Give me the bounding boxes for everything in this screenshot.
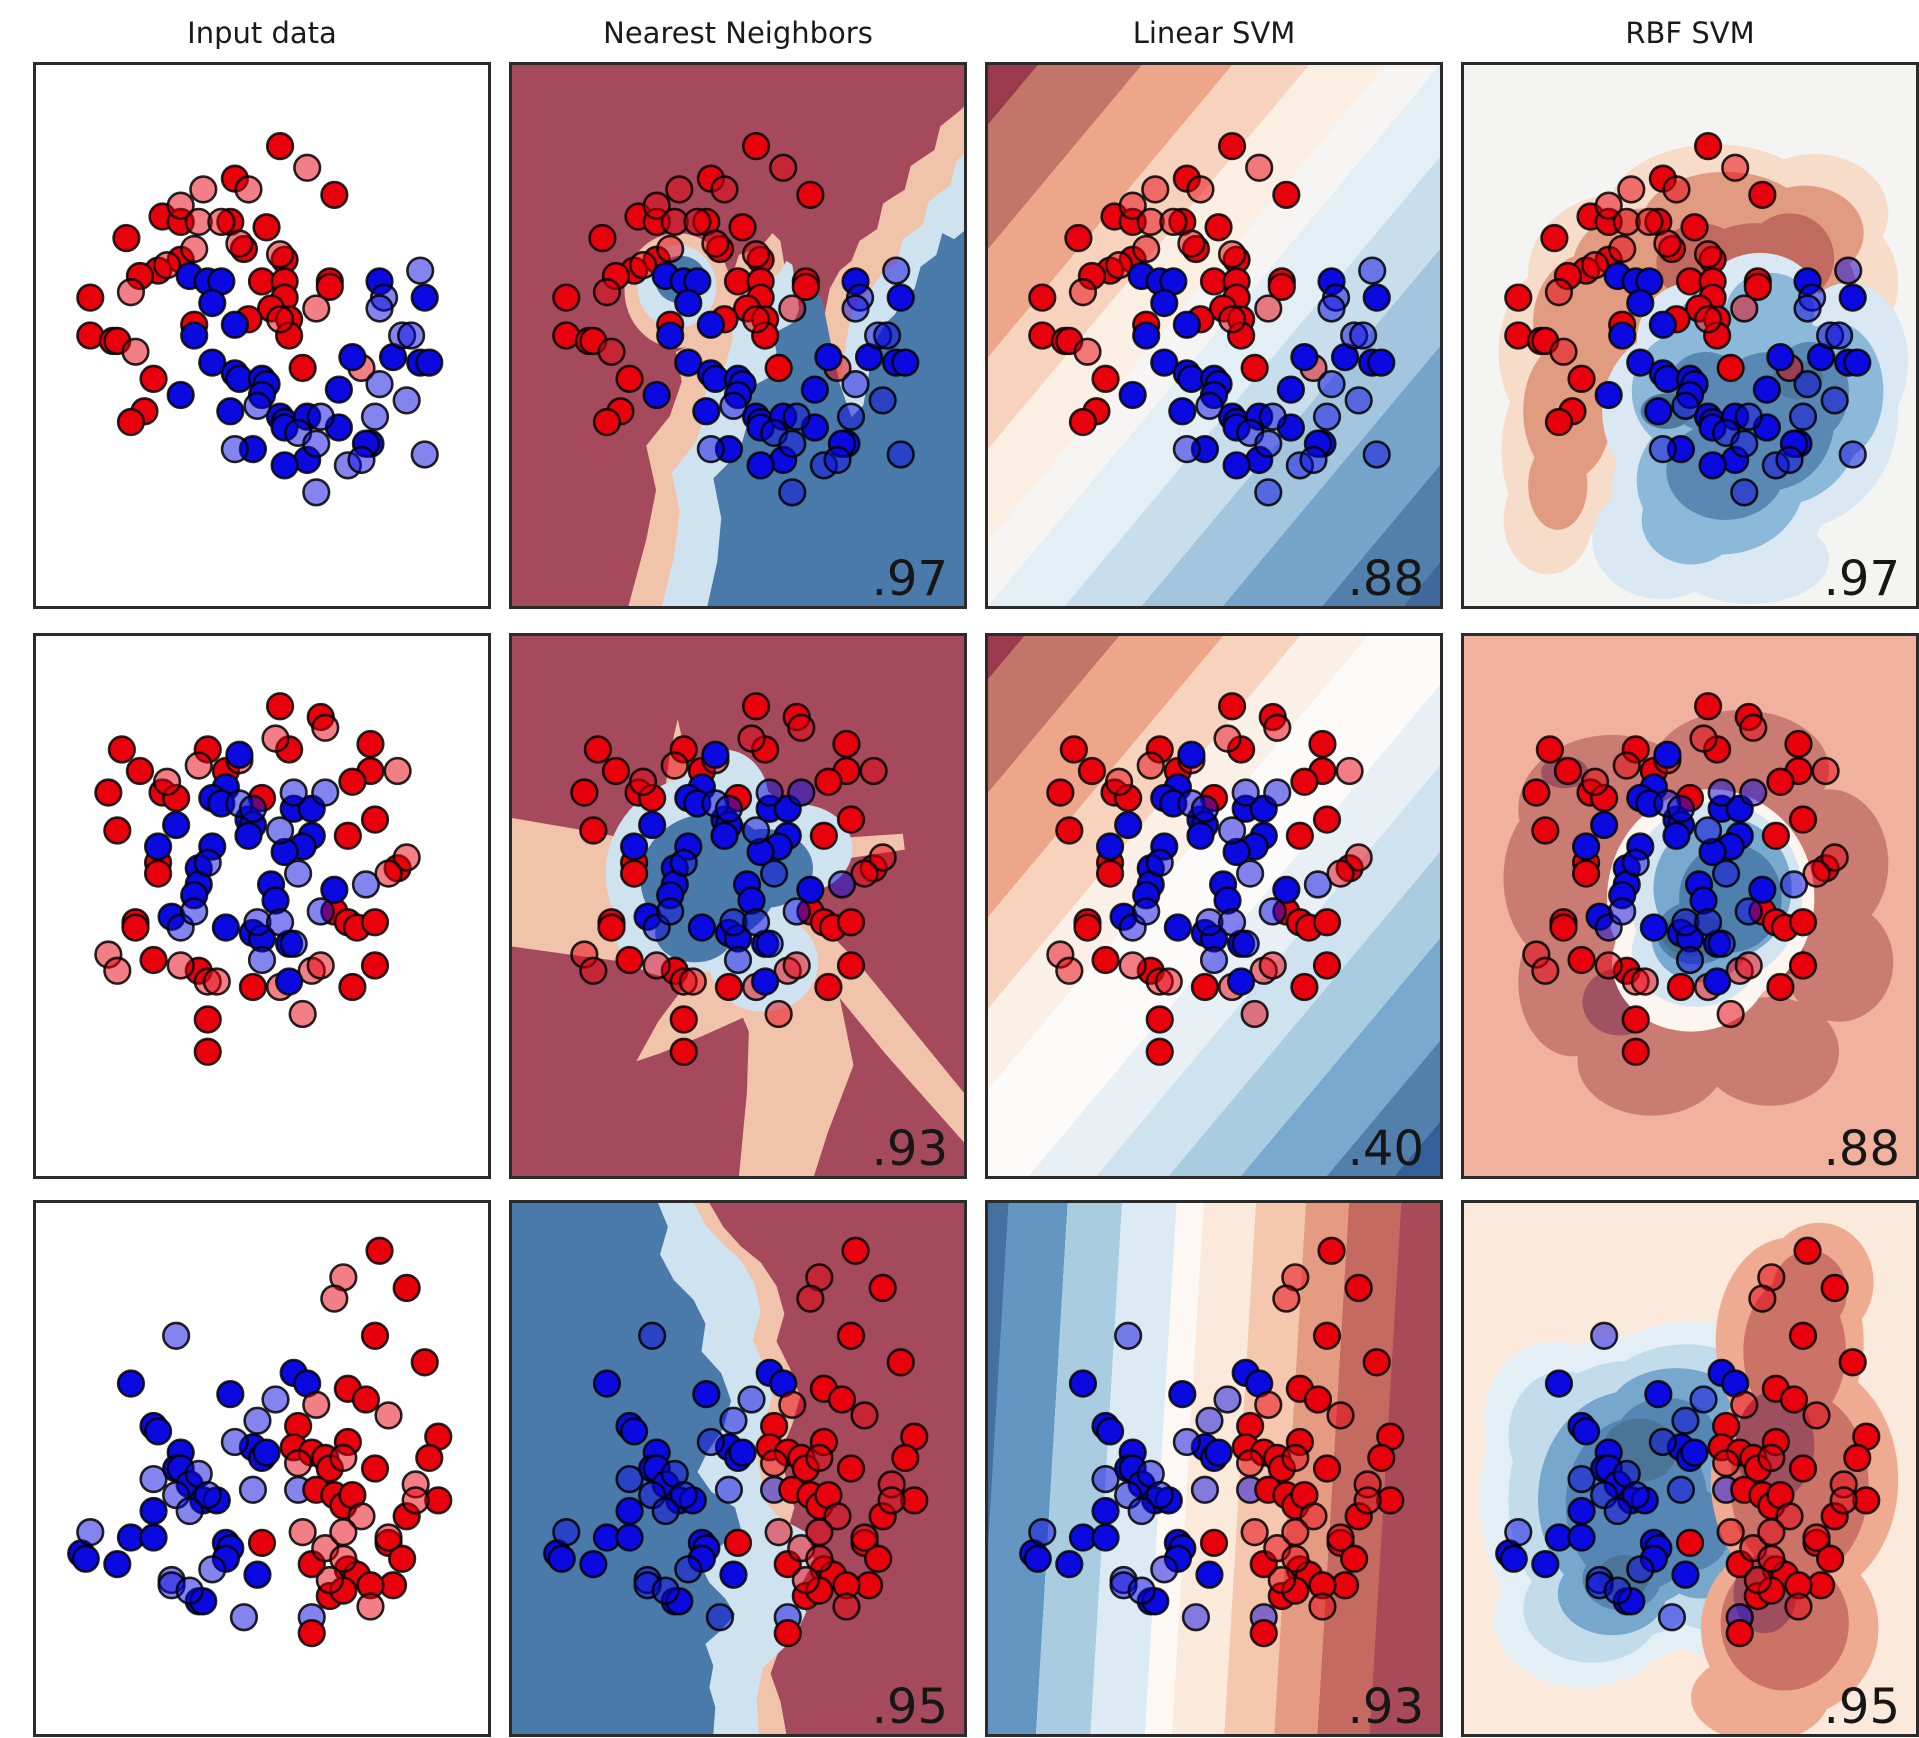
score-label: .95 — [1823, 1679, 1900, 1736]
score-label: .93 — [871, 1121, 948, 1178]
score-label: .40 — [1347, 1121, 1424, 1178]
panel-row1-rbf-svm: .97 — [1461, 62, 1919, 609]
score-label: .97 — [1823, 551, 1900, 608]
panel-row3-nearest-neighbors: .95 — [509, 1200, 967, 1737]
score-label: .88 — [1823, 1121, 1900, 1178]
scatter-points — [1019, 1236, 1405, 1648]
panel-row2-input-data — [33, 633, 491, 1179]
column-title-input-data: Input data — [187, 16, 337, 50]
score-label: .88 — [1347, 551, 1424, 608]
panel-row2-rbf-svm: .88 — [1461, 633, 1919, 1179]
scatter-points — [1522, 692, 1849, 1066]
panel-row3-linear-svm: .93 — [985, 1200, 1443, 1737]
scatter-points — [94, 692, 421, 1066]
scatter-points — [543, 1236, 929, 1648]
score-label: .97 — [871, 551, 948, 608]
decision-regions — [1464, 636, 1916, 1176]
scatter-points — [552, 131, 920, 507]
panel-row2-linear-svm: .40 — [985, 633, 1443, 1179]
column-title-rbf-svm: RBF SVM — [1625, 16, 1755, 50]
score-label: .93 — [1347, 1679, 1424, 1736]
panel-row3-input-data — [33, 1200, 491, 1737]
scatter-points — [76, 131, 444, 507]
decision-regions — [988, 636, 1440, 1176]
score-label: .95 — [871, 1679, 948, 1736]
scatter-points — [67, 1236, 453, 1648]
scatter-points — [1504, 131, 1872, 507]
panel-row1-linear-svm: .88 — [985, 62, 1443, 609]
panel-row3-rbf-svm: .95 — [1461, 1200, 1919, 1737]
decision-regions — [512, 636, 964, 1176]
panel-row2-nearest-neighbors: .93 — [509, 633, 967, 1179]
column-title-linear-svm: Linear SVM — [1132, 16, 1296, 50]
scatter-points — [1495, 1236, 1881, 1648]
column-title-nearest-neighbors: Nearest Neighbors — [603, 16, 873, 50]
scatter-points — [570, 692, 897, 1066]
panel-row1-nearest-neighbors: .97 — [509, 62, 967, 609]
scatter-points — [1046, 692, 1373, 1066]
panel-row1-input-data — [33, 62, 491, 609]
scatter-points — [1028, 131, 1396, 507]
